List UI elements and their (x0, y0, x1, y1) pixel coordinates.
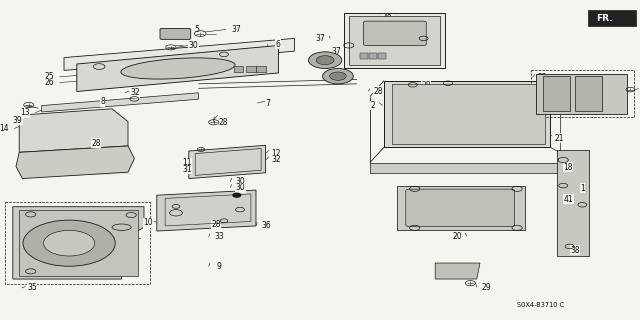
Text: 17: 17 (467, 268, 477, 277)
Text: 14: 14 (0, 124, 9, 133)
Text: 22: 22 (538, 73, 547, 82)
Text: 19: 19 (495, 203, 505, 212)
FancyBboxPatch shape (256, 66, 266, 72)
Circle shape (44, 230, 95, 256)
FancyBboxPatch shape (364, 21, 426, 45)
Text: 4: 4 (314, 56, 319, 65)
Text: 37: 37 (231, 25, 241, 34)
Text: 5: 5 (194, 25, 199, 34)
Text: 11: 11 (182, 158, 191, 167)
Circle shape (316, 56, 334, 65)
Polygon shape (575, 76, 602, 111)
Polygon shape (13, 207, 144, 279)
Text: 28: 28 (212, 220, 221, 229)
FancyBboxPatch shape (360, 53, 368, 59)
Polygon shape (557, 150, 589, 256)
Circle shape (323, 68, 353, 84)
Text: 28: 28 (422, 81, 431, 90)
Polygon shape (16, 146, 134, 179)
Polygon shape (157, 190, 256, 231)
Text: 37: 37 (331, 47, 341, 56)
Polygon shape (384, 81, 550, 147)
Text: 32: 32 (130, 88, 140, 97)
Text: S0X4-B3710 C: S0X4-B3710 C (517, 302, 564, 308)
Polygon shape (42, 93, 198, 112)
Text: 8: 8 (100, 97, 105, 106)
Circle shape (23, 220, 115, 266)
Ellipse shape (121, 58, 235, 79)
Text: 9: 9 (216, 262, 221, 271)
Text: 13: 13 (20, 108, 30, 117)
Text: 38: 38 (570, 246, 580, 255)
Polygon shape (19, 109, 128, 152)
Text: 30: 30 (236, 177, 246, 186)
Text: 33: 33 (214, 232, 224, 241)
Text: 15: 15 (114, 248, 124, 257)
Text: FR.: FR. (596, 14, 613, 23)
Text: 18: 18 (564, 163, 573, 172)
Polygon shape (189, 145, 266, 179)
FancyBboxPatch shape (406, 189, 515, 227)
Text: 3: 3 (326, 75, 332, 84)
Text: 37: 37 (315, 34, 325, 43)
Text: 34: 34 (453, 213, 463, 222)
Text: 21: 21 (555, 134, 564, 143)
Polygon shape (370, 163, 560, 173)
Polygon shape (435, 263, 480, 279)
Text: 28: 28 (92, 139, 100, 148)
Text: 7: 7 (265, 99, 270, 108)
Polygon shape (543, 76, 570, 111)
Polygon shape (397, 186, 525, 230)
Text: 40: 40 (383, 14, 393, 23)
Text: 23: 23 (538, 93, 548, 102)
Text: 28: 28 (374, 87, 383, 96)
Text: 28: 28 (455, 117, 464, 126)
FancyBboxPatch shape (246, 66, 256, 72)
Text: 39: 39 (12, 116, 22, 125)
Text: 41: 41 (563, 195, 573, 204)
FancyBboxPatch shape (588, 10, 636, 26)
Polygon shape (344, 13, 445, 68)
Text: 28: 28 (219, 118, 228, 127)
FancyBboxPatch shape (369, 53, 377, 59)
Circle shape (330, 72, 346, 80)
Polygon shape (392, 84, 545, 144)
Text: 35: 35 (27, 284, 37, 292)
Text: 6: 6 (275, 40, 280, 49)
Text: 30: 30 (236, 183, 246, 192)
Text: 10: 10 (143, 218, 154, 227)
Text: 32: 32 (271, 156, 281, 164)
Polygon shape (536, 74, 627, 114)
Text: 36: 36 (261, 221, 271, 230)
Polygon shape (64, 38, 294, 70)
Text: 29: 29 (481, 283, 492, 292)
Text: 30: 30 (188, 41, 198, 50)
Text: 31: 31 (182, 165, 192, 174)
Text: 2: 2 (370, 101, 375, 110)
Text: 1: 1 (580, 184, 585, 193)
FancyBboxPatch shape (160, 28, 191, 39)
Text: 25: 25 (44, 72, 54, 81)
Text: 16: 16 (108, 236, 118, 245)
FancyBboxPatch shape (234, 66, 243, 72)
Circle shape (233, 193, 241, 197)
Text: 27: 27 (47, 267, 58, 276)
FancyBboxPatch shape (349, 16, 440, 65)
Text: 20: 20 (452, 232, 462, 241)
Text: 26: 26 (44, 78, 54, 87)
Circle shape (308, 52, 342, 68)
Polygon shape (77, 45, 278, 92)
FancyBboxPatch shape (378, 53, 386, 59)
Polygon shape (19, 210, 138, 276)
Text: 12: 12 (271, 149, 280, 158)
Text: 32: 32 (422, 28, 433, 36)
